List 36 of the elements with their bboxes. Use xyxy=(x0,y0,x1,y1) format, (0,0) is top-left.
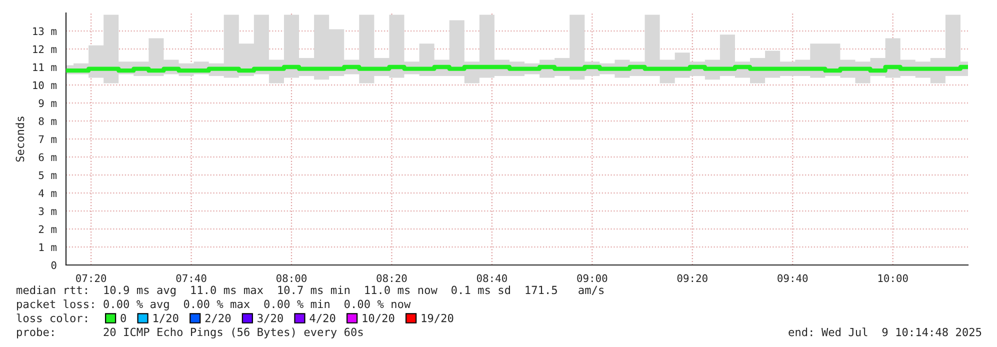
y-tick-label: 6 m xyxy=(38,153,56,162)
y-tick-label: 9 m xyxy=(38,99,56,108)
y-tick-label: 0 xyxy=(51,261,56,270)
y-tick-label: 5 m xyxy=(38,171,56,180)
y-tick-label: 2 m xyxy=(38,225,56,233)
y-tick-label: 8 m xyxy=(38,117,56,126)
legend-label: 4/20 xyxy=(310,314,336,324)
y-tick-label: 13 m xyxy=(33,27,56,36)
y-tick-label: 11 m xyxy=(33,63,56,71)
x-tick-label: 08:00 xyxy=(276,274,307,282)
text: probe: 20 ICMP Echo Pings (56 Bytes) every 60s xyxy=(17,328,363,338)
y-axis-title: Seconds xyxy=(16,116,24,162)
legend-title: loss color: xyxy=(16,314,87,322)
x-tick-label: 08:40 xyxy=(476,274,507,282)
y-tick-label: 12 m xyxy=(33,45,56,53)
text: end: Wed Jul 9 10:14:48 2025 xyxy=(788,328,982,336)
y-tick-label: 10 m xyxy=(33,81,56,90)
legend-label: 19/20 xyxy=(422,314,454,324)
y-tick-label: 1 m xyxy=(39,243,56,251)
x-tick-label: 09:40 xyxy=(778,274,808,282)
x-tick-label: 10:00 xyxy=(878,274,908,282)
legend-label: 2/20 xyxy=(205,314,231,324)
legend-label: 0 xyxy=(120,314,126,322)
text: packet loss: 0.00 % avg 0.00 % max 0.00 % min 0.00 % now xyxy=(17,300,411,310)
x-tick-label: 09:00 xyxy=(577,274,608,282)
x-tick-label: 07:40 xyxy=(176,274,206,282)
y-tick-label: 3 m xyxy=(38,207,56,216)
y-tick-label: 7 m xyxy=(38,135,56,143)
y-tick-label: 4 m xyxy=(38,189,56,197)
x-tick-label: 07:20 xyxy=(76,274,106,282)
legend-label: 10/20 xyxy=(362,314,394,324)
legend-label: 3/20 xyxy=(258,314,283,324)
x-tick-label: 08:20 xyxy=(376,274,407,282)
text: median rtt: 10.9 ms avg 11.0 ms max 10.7 ms min 11.0 ms now 0.1 ms sd 171.5 am/s xyxy=(16,286,604,296)
x-tick-label: 09:20 xyxy=(677,274,708,282)
legend-label: 1/20 xyxy=(154,314,178,324)
